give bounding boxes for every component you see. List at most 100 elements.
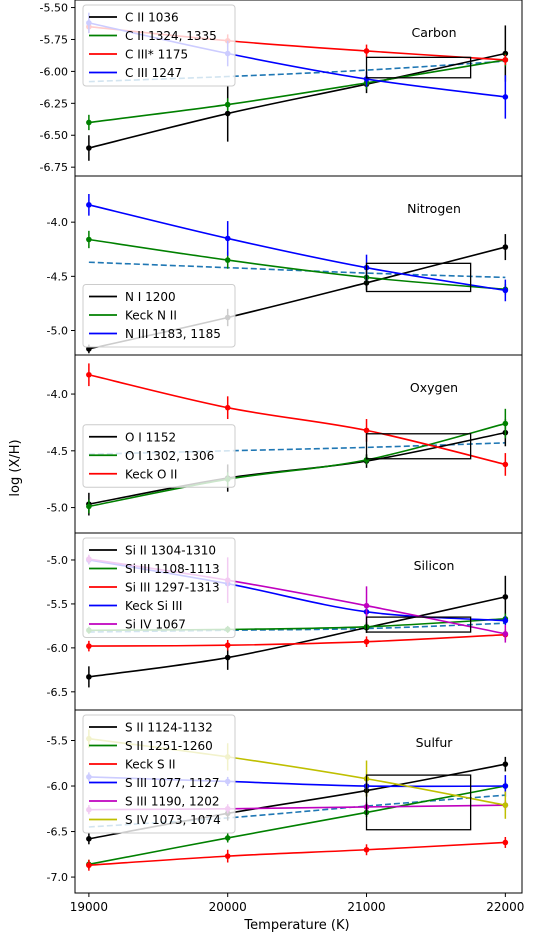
legend-label: Si III 1108-1113	[125, 562, 220, 576]
data-point	[502, 802, 509, 808]
x-tick-label: 19000	[70, 900, 108, 914]
data-point	[224, 654, 231, 661]
data-point	[224, 404, 231, 411]
legend-label: N I 1200	[125, 290, 176, 304]
panel-title: Carbon	[411, 25, 456, 40]
legend-box	[82, 537, 236, 638]
y-tick-label: -6.50	[40, 129, 68, 142]
plot-area	[86, 12, 509, 161]
y-tick-label: -5.5	[47, 734, 68, 747]
series-line	[88, 785, 506, 866]
series-line	[88, 841, 506, 867]
legend-box	[82, 4, 236, 87]
y-tick-label: -6.75	[40, 161, 68, 174]
legend-box	[82, 284, 236, 348]
y-axis-label: log (X/H)	[8, 439, 23, 496]
legend-label: S III 1190, 1202	[125, 795, 220, 809]
comparison-box	[365, 616, 472, 633]
legend-label: Keck N II	[125, 309, 177, 323]
panel-frame	[74, 709, 523, 894]
legend-label: C III 1247	[125, 66, 182, 80]
comparison-box	[365, 56, 472, 79]
legend: O I 1152 O I 1302, 1306 Keck O II	[82, 424, 236, 488]
x-tick-label: 21000	[347, 900, 385, 914]
y-tick-label: -4.5	[47, 270, 68, 283]
y-tick-label: -4.5	[47, 445, 68, 458]
dashed-reference-line	[88, 622, 506, 633]
panel-title: Nitrogen	[407, 201, 461, 216]
y-tick-label: -6.0	[47, 780, 68, 793]
dashed-reference-line	[88, 60, 506, 83]
y-tick-label: -6.0	[47, 642, 68, 655]
data-point	[502, 94, 509, 100]
dashed-reference-line	[88, 794, 506, 828]
legend-label: Keck Si III	[125, 599, 182, 613]
legend-label: Keck S II	[125, 758, 176, 772]
data-point	[86, 503, 92, 510]
dashed-reference-line	[88, 261, 506, 279]
legend-label: Keck O II	[125, 467, 177, 481]
legend: C II 1036 C II 1324, 1335 C III* 1175 C III…	[82, 4, 236, 87]
data-point	[363, 602, 370, 609]
legend-label: C II 1036	[125, 11, 179, 25]
y-tick-label: -6.00	[40, 65, 68, 78]
data-point	[86, 371, 92, 378]
legend: S II 1124-1132 S II 1251-1260 Keck S II S I…	[82, 714, 236, 834]
y-tick-label: -4.0	[47, 388, 68, 401]
series-line	[88, 59, 506, 124]
data-point	[363, 638, 370, 645]
y-tick-label: -4.0	[47, 216, 68, 229]
comparison-box	[365, 774, 472, 831]
data-point	[86, 145, 92, 151]
data-point	[363, 48, 370, 54]
panel-title: Silicon	[414, 558, 455, 573]
legend: Si II 1304-1310 Si III 1108-1113 Si III 12…	[82, 537, 236, 638]
data-point	[224, 235, 231, 242]
y-tick-label: -5.0	[47, 325, 68, 338]
legend-label: C III* 1175	[125, 48, 188, 62]
data-point	[86, 862, 92, 869]
data-point	[502, 631, 509, 637]
data-point	[86, 202, 92, 208]
data-point	[502, 594, 509, 600]
y-tick-label: -5.50	[40, 2, 68, 15]
legend: N I 1200 Keck N II N III 1183, 1185	[82, 284, 236, 348]
series-keck-s-ii	[86, 837, 509, 871]
legend-label: N III 1183, 1185	[125, 327, 221, 341]
data-point	[224, 642, 231, 649]
data-point	[86, 836, 92, 842]
data-point	[363, 846, 370, 853]
data-point	[224, 110, 231, 117]
y-tick-label: -6.5	[47, 686, 68, 699]
legend-label: C II 1324, 1335	[125, 29, 217, 43]
series-line	[88, 373, 506, 466]
data-point	[502, 287, 509, 294]
y-tick-label: -5.0	[47, 502, 68, 515]
legend-label: Si III 1297-1313	[125, 581, 220, 595]
series-line	[88, 238, 506, 291]
plot-area	[86, 363, 509, 516]
x-axis-label: Temperature (K)	[243, 918, 349, 933]
panels: -6.75 -6.50 -6.25 -6.00 -5.75 -5.50 Carbon C II…	[40, 0, 524, 914]
data-point	[502, 244, 509, 250]
y-tick-label: -5.75	[40, 33, 68, 46]
data-point	[86, 119, 92, 126]
y-tick-label: -6.5	[47, 826, 68, 839]
data-point	[86, 236, 92, 243]
data-point	[224, 835, 231, 841]
legend-label: S III 1077, 1127	[125, 776, 220, 790]
data-point	[224, 101, 231, 108]
data-point	[502, 461, 509, 468]
legend-box	[82, 714, 236, 834]
series-line	[88, 633, 506, 647]
legend-label: O I 1302, 1306	[125, 449, 214, 463]
x-tick-label: 22000	[486, 900, 524, 914]
data-point	[363, 427, 370, 434]
comparison-box	[365, 433, 472, 460]
panel-oxygen: -5.0 -4.5 -4.0 Oxygen O I 1152 O I 1302, 1306…	[47, 354, 523, 534]
y-tick-label: -6.25	[40, 97, 68, 110]
legend-box	[82, 424, 236, 488]
